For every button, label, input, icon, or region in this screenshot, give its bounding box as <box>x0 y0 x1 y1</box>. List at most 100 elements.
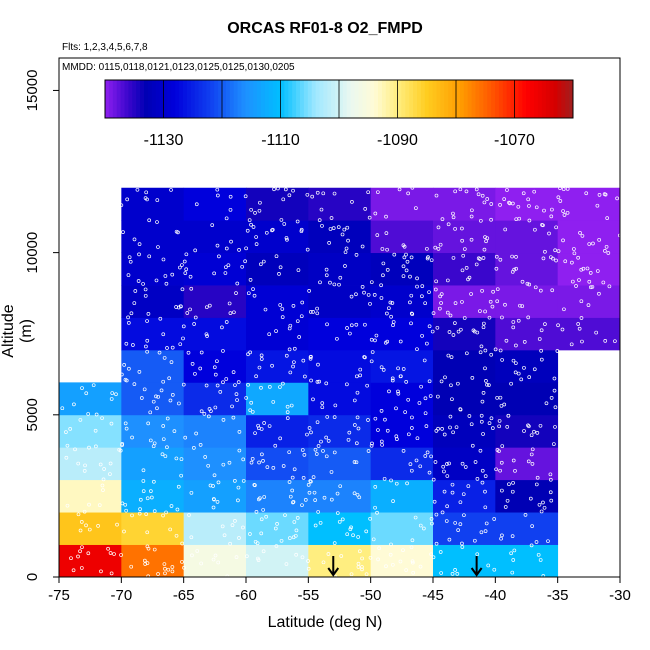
observation-point <box>254 242 259 246</box>
observation-point <box>271 400 276 404</box>
observation-point <box>307 289 311 293</box>
observation-point <box>370 441 374 446</box>
observation-point <box>440 426 444 431</box>
observation-point <box>448 313 453 318</box>
observation-point <box>182 259 187 264</box>
observation-point <box>581 266 586 271</box>
observation-point <box>454 425 459 430</box>
observation-point <box>231 415 236 420</box>
heatmap-cell <box>433 544 496 578</box>
observation-point <box>223 271 228 275</box>
observation-point <box>156 572 160 576</box>
colorbar-segment <box>424 80 430 118</box>
observation-point <box>142 387 147 392</box>
observation-point <box>321 449 325 453</box>
observation-point <box>152 441 157 446</box>
observation-point <box>193 248 198 253</box>
observation-point <box>385 268 390 272</box>
observation-point <box>541 256 546 261</box>
observation-point <box>362 290 366 295</box>
observation-point <box>161 332 166 337</box>
observation-point <box>425 341 429 346</box>
observation-point <box>481 325 486 330</box>
observation-point <box>479 530 484 535</box>
colorbar-segment <box>389 80 395 118</box>
observation-point <box>379 365 384 370</box>
observation-point <box>500 358 504 362</box>
observation-point <box>259 385 263 390</box>
observation-point <box>278 385 282 389</box>
observation-point <box>380 247 385 251</box>
observation-point <box>264 230 269 235</box>
observation-point <box>328 227 333 231</box>
observation-point <box>473 538 477 543</box>
observation-point <box>315 420 320 425</box>
observation-point <box>480 193 485 198</box>
observation-point <box>229 239 233 244</box>
observation-point <box>252 293 257 298</box>
observation-point <box>285 237 289 242</box>
observation-point <box>389 314 393 319</box>
observation-point <box>500 444 505 448</box>
observation-point <box>267 385 272 389</box>
observation-point <box>179 473 183 478</box>
observation-point <box>313 523 318 528</box>
observation-point <box>510 534 515 538</box>
observation-point <box>434 429 439 433</box>
observation-point <box>570 279 575 284</box>
observation-point <box>413 515 418 520</box>
observation-point <box>360 556 364 561</box>
observation-point <box>404 252 408 257</box>
observation-point <box>296 268 301 272</box>
observation-point <box>263 307 268 312</box>
observation-point <box>526 197 531 202</box>
observation-point <box>526 459 531 464</box>
observation-point <box>299 314 304 319</box>
observation-point <box>278 436 283 441</box>
colorbar-segment <box>261 80 266 118</box>
observation-point <box>332 541 337 545</box>
colorbar-segment <box>335 80 340 118</box>
colorbar-segment <box>385 80 391 118</box>
observation-point <box>165 416 170 421</box>
observation-point <box>409 468 414 473</box>
observation-point <box>237 248 241 252</box>
observation-point <box>547 231 551 236</box>
observation-point <box>422 358 427 363</box>
observation-point <box>381 261 386 266</box>
observation-point <box>482 321 486 326</box>
colorbar-segment <box>374 80 379 118</box>
colorbar-segment <box>553 80 558 118</box>
observation-point <box>532 429 536 434</box>
observation-point <box>451 211 455 216</box>
observation-point <box>328 280 332 285</box>
observation-point <box>149 489 153 493</box>
observation-point <box>253 483 257 488</box>
observation-point <box>390 301 395 305</box>
x-tick-label: -70 <box>110 587 132 604</box>
observation-point <box>529 433 534 438</box>
heatmap-cell <box>183 544 247 578</box>
heatmap-cell <box>370 220 434 254</box>
colorbar-segment <box>491 80 496 118</box>
observation-point <box>597 237 602 242</box>
observation-point <box>509 381 513 386</box>
colorbar-segment <box>194 80 200 118</box>
observation-point <box>98 462 103 467</box>
observation-point <box>124 426 129 431</box>
observation-point <box>369 443 374 448</box>
observation-point <box>433 287 438 292</box>
observation-point <box>513 370 518 375</box>
colorbar-segment <box>366 80 371 118</box>
observation-point <box>500 533 504 538</box>
observation-point <box>292 467 297 472</box>
colorbar-segment <box>319 80 324 118</box>
observation-point <box>235 281 240 286</box>
observation-point <box>472 329 477 334</box>
observation-point <box>145 349 149 354</box>
heatmap-cell <box>183 220 247 254</box>
observation-point <box>539 348 543 353</box>
observation-point <box>280 315 285 319</box>
observation-point <box>451 215 456 220</box>
flights-label: Flts: 1,2,3,4,5,6,7,8 <box>62 42 148 53</box>
